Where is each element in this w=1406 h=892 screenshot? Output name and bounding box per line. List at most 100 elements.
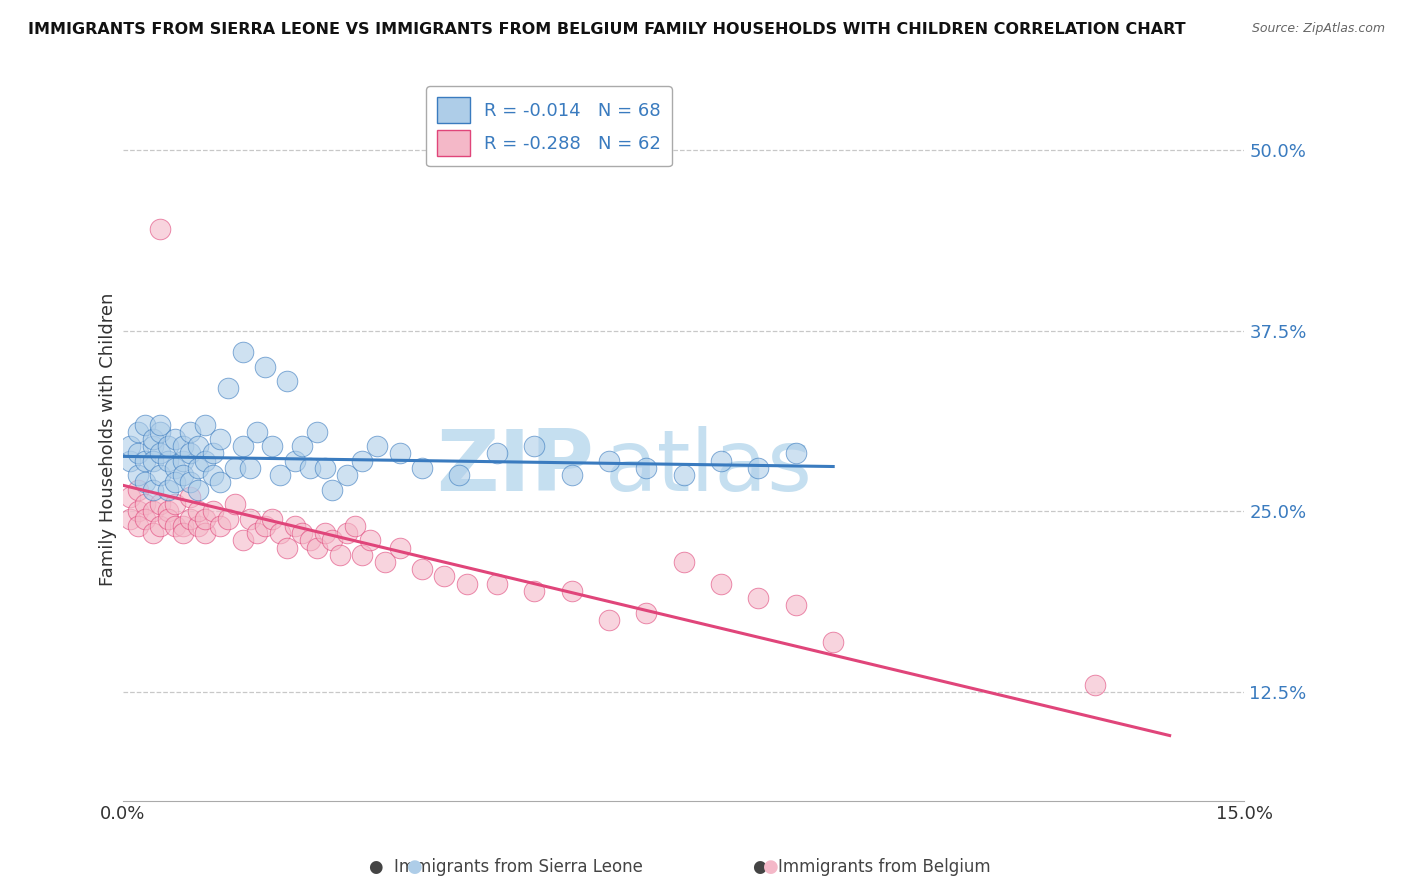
Point <box>710 576 733 591</box>
Point <box>232 345 254 359</box>
Point <box>134 417 156 432</box>
Point <box>120 439 142 453</box>
Point <box>411 461 433 475</box>
Point <box>456 576 478 591</box>
Point <box>291 439 314 453</box>
Point <box>156 504 179 518</box>
Point <box>359 533 381 548</box>
Point <box>560 468 582 483</box>
Point <box>298 533 321 548</box>
Point <box>156 439 179 453</box>
Point <box>336 526 359 541</box>
Point <box>179 446 201 460</box>
Point <box>149 518 172 533</box>
Point <box>314 526 336 541</box>
Point <box>134 511 156 525</box>
Point <box>710 454 733 468</box>
Point <box>187 461 209 475</box>
Point <box>142 483 165 497</box>
Point <box>298 461 321 475</box>
Point <box>239 511 262 525</box>
Point <box>120 511 142 525</box>
Point <box>224 497 246 511</box>
Point <box>187 483 209 497</box>
Point <box>246 526 269 541</box>
Point <box>269 526 291 541</box>
Point <box>209 432 232 446</box>
Point <box>179 490 201 504</box>
Point <box>253 518 276 533</box>
Point <box>187 518 209 533</box>
Point <box>201 468 224 483</box>
Point <box>321 533 343 548</box>
Point <box>120 490 142 504</box>
Point <box>636 606 658 620</box>
Point <box>291 526 314 541</box>
Point <box>232 439 254 453</box>
Point <box>127 468 149 483</box>
Text: Source: ZipAtlas.com: Source: ZipAtlas.com <box>1251 22 1385 36</box>
Point <box>209 518 232 533</box>
Point <box>156 454 179 468</box>
Point <box>485 576 508 591</box>
Point <box>201 446 224 460</box>
Point <box>201 504 224 518</box>
Point <box>232 533 254 548</box>
Point <box>179 425 201 439</box>
Point <box>127 446 149 460</box>
Point <box>134 497 156 511</box>
Text: ●: ● <box>762 858 779 876</box>
Point <box>411 562 433 576</box>
Point <box>156 511 179 525</box>
Point <box>598 454 620 468</box>
Point <box>179 475 201 490</box>
Point <box>194 511 217 525</box>
Point <box>672 468 695 483</box>
Point <box>187 439 209 453</box>
Point <box>523 583 546 598</box>
Point <box>134 475 156 490</box>
Point <box>336 468 359 483</box>
Point <box>149 425 172 439</box>
Point <box>172 439 194 453</box>
Point <box>194 526 217 541</box>
Point <box>449 468 471 483</box>
Point <box>321 483 343 497</box>
Point <box>224 461 246 475</box>
Point <box>217 381 239 395</box>
Point <box>433 569 456 583</box>
Point <box>262 439 284 453</box>
Point <box>127 425 149 439</box>
Point <box>217 511 239 525</box>
Point <box>276 541 298 555</box>
Point <box>366 439 388 453</box>
Point <box>239 461 262 475</box>
Point <box>165 518 187 533</box>
Point <box>149 446 172 460</box>
Text: ●: ● <box>406 858 423 876</box>
Point <box>747 461 769 475</box>
Point <box>194 417 217 432</box>
Point <box>165 497 187 511</box>
Point <box>307 541 329 555</box>
Y-axis label: Family Households with Children: Family Households with Children <box>100 293 117 586</box>
Point <box>134 454 156 468</box>
Point <box>142 432 165 446</box>
Point <box>560 583 582 598</box>
Point <box>343 518 366 533</box>
Point <box>747 591 769 606</box>
Point <box>156 483 179 497</box>
Point <box>142 454 165 468</box>
Point <box>388 541 411 555</box>
Point <box>127 518 149 533</box>
Point <box>209 475 232 490</box>
Point <box>120 454 142 468</box>
Point <box>194 454 217 468</box>
Point <box>314 461 336 475</box>
Point <box>172 454 194 468</box>
Point <box>127 483 149 497</box>
Point <box>269 468 291 483</box>
Point <box>172 526 194 541</box>
Text: ZIP: ZIP <box>436 426 593 509</box>
Point <box>307 425 329 439</box>
